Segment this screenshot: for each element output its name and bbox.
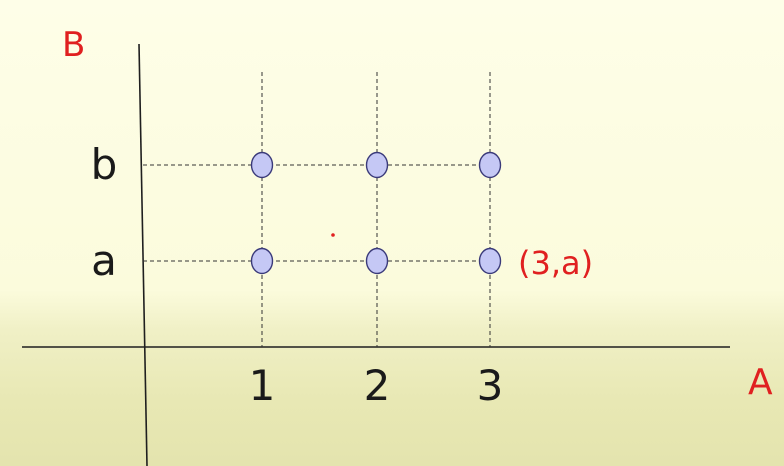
y-tick-labels: ab bbox=[91, 140, 118, 285]
y-tick-label-b: b bbox=[91, 140, 118, 189]
stray-mark bbox=[331, 233, 335, 237]
point-3-b bbox=[478, 151, 502, 179]
x-tick-label-2: 2 bbox=[364, 361, 391, 410]
annotations: (3,a) bbox=[518, 244, 593, 282]
y-axis-label: B bbox=[62, 25, 85, 65]
x-tick-label-3: 3 bbox=[477, 361, 504, 410]
y-tick-label-a: a bbox=[91, 236, 117, 285]
point-1-b bbox=[250, 151, 274, 179]
annotation-label-0: (3,a) bbox=[518, 244, 593, 282]
x-axis-label: A bbox=[748, 362, 773, 403]
point-3-a bbox=[478, 247, 502, 275]
point-1-a bbox=[250, 247, 274, 275]
dashed-guides bbox=[143, 72, 491, 347]
point-2-b bbox=[365, 151, 389, 179]
x-tick-labels: 1 2 3 bbox=[249, 361, 504, 410]
x-tick-label-1: 1 bbox=[249, 361, 276, 410]
data-points bbox=[250, 151, 502, 275]
y-axis bbox=[138, 43, 148, 466]
point-2-a bbox=[365, 247, 389, 275]
